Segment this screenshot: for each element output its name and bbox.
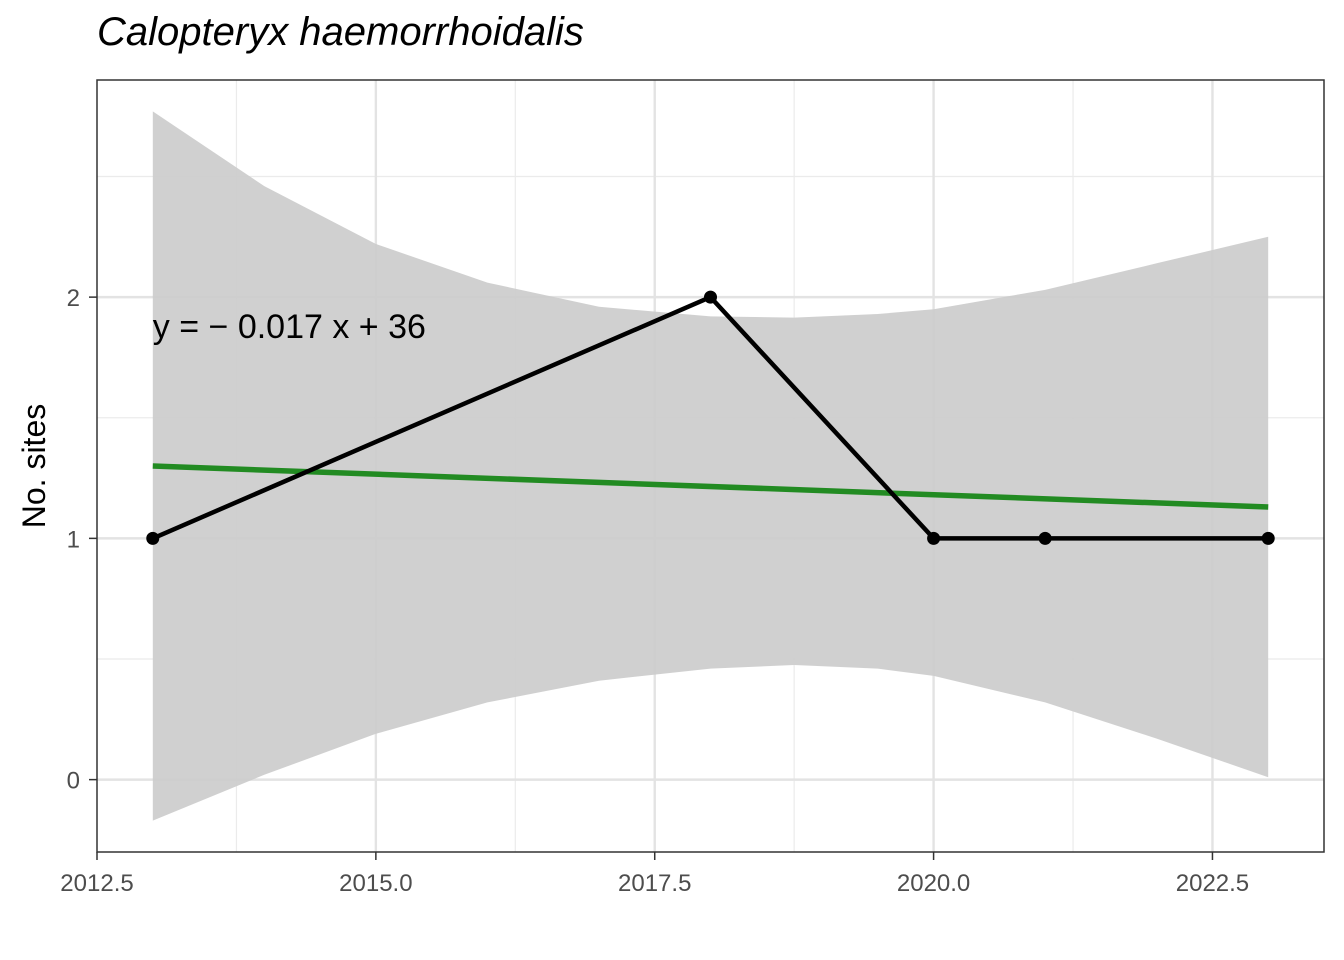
panel-border bbox=[96, 79, 1325, 853]
x-tick-label: 2012.5 bbox=[60, 870, 133, 897]
data-point bbox=[927, 531, 941, 545]
fit-line-layer bbox=[152, 463, 1269, 510]
series-layer bbox=[146, 290, 1275, 545]
x-tick-label: 2015.0 bbox=[339, 870, 412, 897]
data-point bbox=[1038, 531, 1052, 545]
confidence-band bbox=[152, 111, 1269, 821]
equation-label: y = − 0.017 x + 36 bbox=[153, 308, 426, 346]
data-point bbox=[146, 531, 160, 545]
data-point bbox=[1261, 531, 1275, 545]
fit-line bbox=[152, 463, 1269, 510]
annotation-layer: y = − 0.017 x + 36 bbox=[153, 308, 426, 346]
axis-layer: 2012.5 2015.0 2017.5 2020.0 2022.5 0 1 2 bbox=[60, 285, 1249, 897]
x-tick-label: 2020.0 bbox=[897, 870, 970, 897]
y-tick-label: 2 bbox=[67, 285, 80, 312]
y-tick-label: 0 bbox=[67, 768, 80, 795]
confidence-band-layer bbox=[152, 111, 1269, 821]
y-tick-label: 1 bbox=[67, 526, 80, 553]
data-point bbox=[704, 290, 717, 304]
x-tick-label: 2022.5 bbox=[1176, 870, 1249, 897]
y-axis-title: No. sites bbox=[16, 404, 52, 528]
chart-title: Calopteryx haemorrhoidalis bbox=[97, 10, 584, 54]
x-tick-label: 2017.5 bbox=[618, 870, 691, 897]
